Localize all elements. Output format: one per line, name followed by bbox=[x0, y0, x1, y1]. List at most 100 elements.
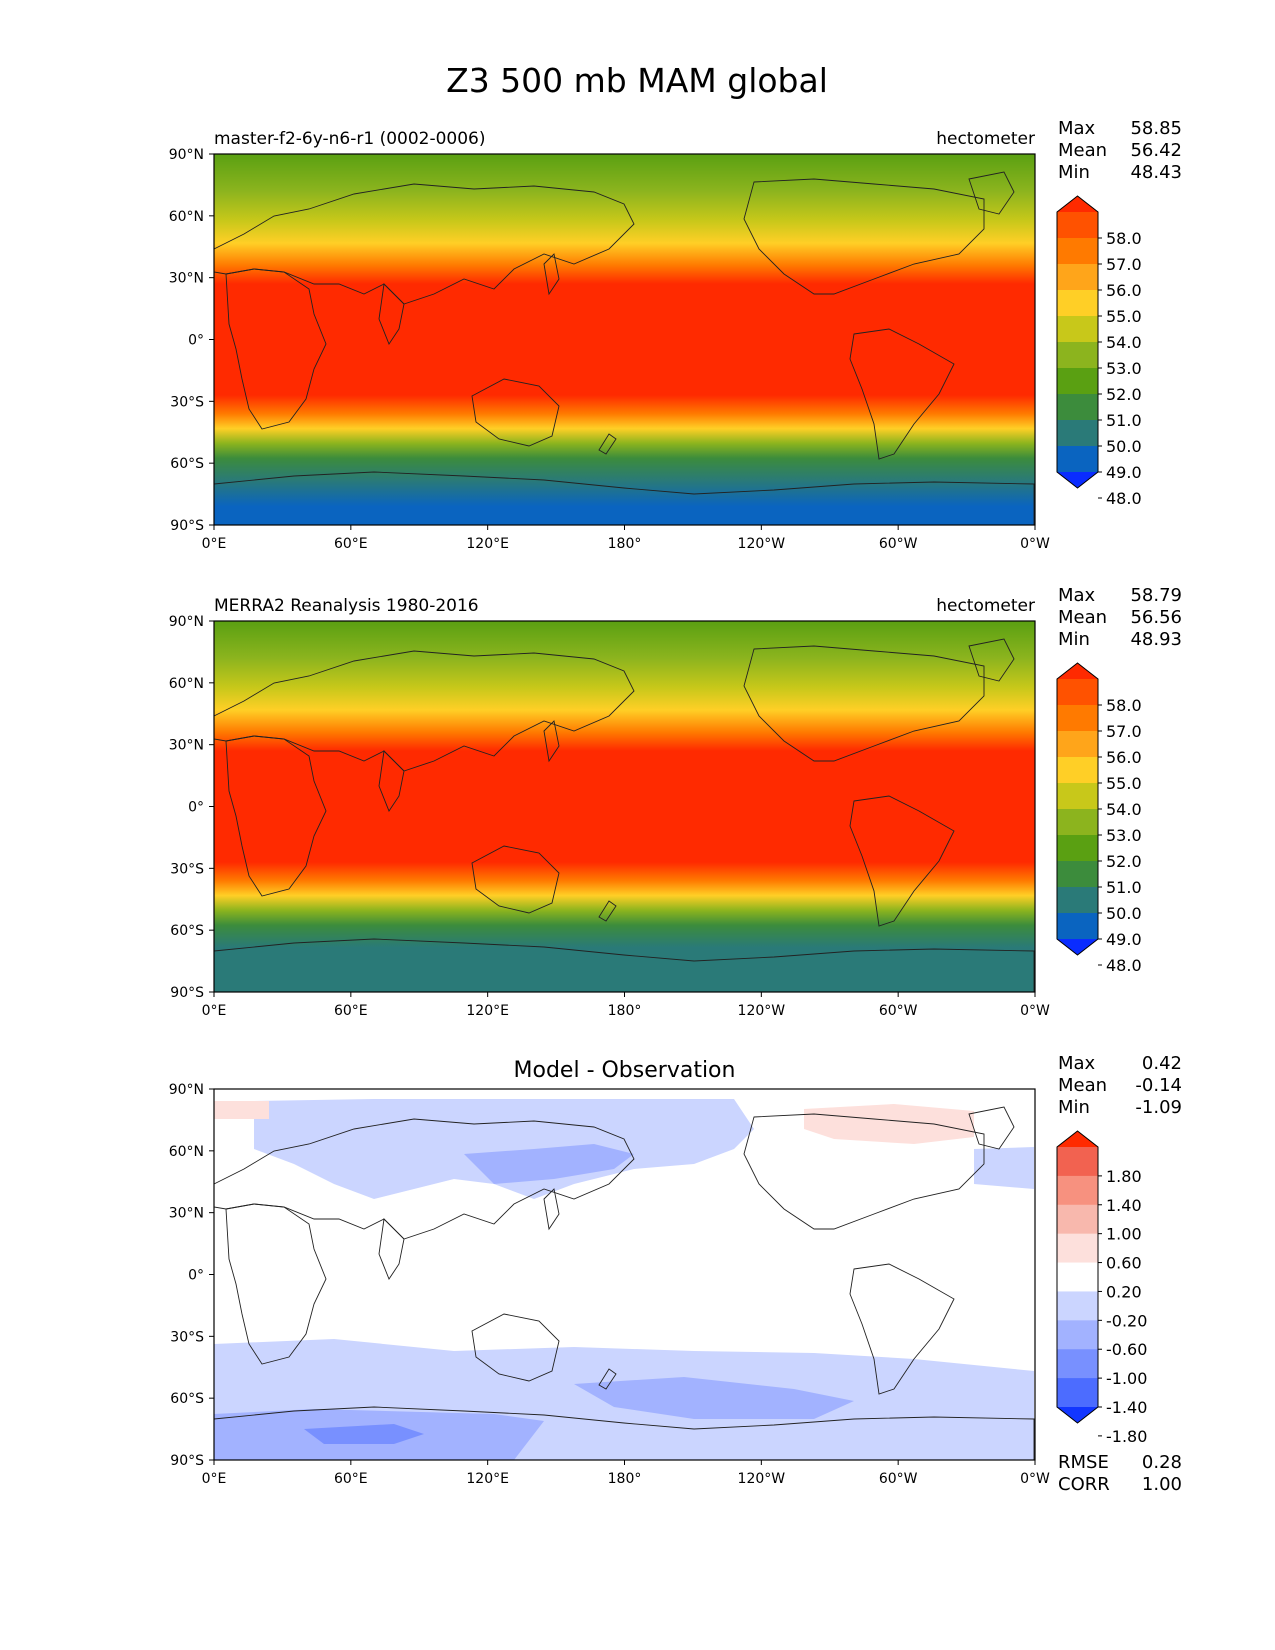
coastlines bbox=[213, 638, 1035, 993]
stat-value: 58.79 bbox=[1130, 585, 1182, 606]
lat-tick-label: 90°N bbox=[169, 147, 204, 163]
lon-tick-label: 60°W bbox=[879, 1003, 918, 1019]
coastline bbox=[213, 471, 1035, 526]
colorbar: 58.0 57.0 56.0 55.0 54.0 53.0 52.0 51.0 50.0 49.0… bbox=[1056, 195, 1142, 508]
stat-label: Mean bbox=[1058, 607, 1107, 628]
stat-value: 1.00 bbox=[1142, 1474, 1182, 1495]
lon-tick-label: 60°E bbox=[334, 1471, 368, 1487]
lat-tick-label: 60°N bbox=[169, 209, 204, 225]
colorbar-swatch bbox=[1057, 757, 1098, 784]
coastline bbox=[743, 1113, 985, 1230]
coastline bbox=[213, 938, 1035, 993]
colorbar-label: 49.0 bbox=[1106, 930, 1142, 949]
colorbar-label: 54.0 bbox=[1106, 333, 1142, 352]
colorbar-label: 53.0 bbox=[1106, 826, 1142, 845]
coastline bbox=[849, 1263, 955, 1395]
figure-title: Z3 500 mb MAM global bbox=[446, 61, 828, 100]
colorbar-label: 52.0 bbox=[1106, 852, 1142, 871]
colorbar-label: 1.40 bbox=[1106, 1196, 1142, 1215]
stat-label: Min bbox=[1058, 629, 1090, 650]
colorbar-swatch bbox=[1057, 420, 1098, 447]
colorbar-swatch bbox=[1057, 861, 1098, 888]
colorbar-label: 56.0 bbox=[1106, 281, 1142, 300]
lat-tick-label: 30°N bbox=[169, 1206, 204, 1222]
coastline bbox=[378, 283, 405, 345]
colorbar-extend-top bbox=[1057, 1131, 1098, 1147]
lon-tick-label: 120°E bbox=[466, 1003, 509, 1019]
coastline bbox=[471, 845, 560, 914]
panel-title: master-f2-6y-n6-r1 (0002-0006) bbox=[214, 129, 486, 149]
coastline bbox=[543, 1188, 560, 1231]
stat-value: 0.42 bbox=[1142, 1053, 1182, 1074]
coastlines bbox=[213, 171, 1035, 526]
colorbar-label: 58.0 bbox=[1106, 229, 1142, 248]
panel-units: hectometer bbox=[936, 596, 1035, 616]
colorbar-extend-bottom bbox=[1057, 939, 1098, 955]
lon-tick-label: 0°W bbox=[1020, 536, 1050, 552]
lon-tick-label: 60°E bbox=[334, 536, 368, 552]
coastline bbox=[213, 1406, 1035, 1461]
coastline bbox=[968, 638, 1015, 682]
coastline bbox=[543, 720, 560, 763]
lat-tick-label: 30°S bbox=[170, 1329, 204, 1345]
colorbar-swatch bbox=[1057, 1291, 1098, 1321]
colorbar-swatch bbox=[1057, 264, 1098, 291]
lon-tick-label: 0°E bbox=[202, 1471, 227, 1487]
map-field bbox=[214, 154, 1035, 525]
colorbar-swatch bbox=[1057, 913, 1098, 940]
lon-tick-label: 0°W bbox=[1020, 1471, 1050, 1487]
colorbar-extend-bottom bbox=[1057, 1407, 1098, 1423]
stat-value: -0.14 bbox=[1135, 1075, 1182, 1096]
colorbar-swatch bbox=[1057, 1349, 1098, 1379]
colorbar-label: 52.0 bbox=[1106, 385, 1142, 404]
anomaly-region bbox=[214, 1101, 269, 1119]
stat-label: RMSE bbox=[1058, 1452, 1109, 1473]
colorbar-swatch bbox=[1057, 368, 1098, 395]
colorbar-label: -1.80 bbox=[1106, 1427, 1147, 1446]
lat-tick-label: 60°S bbox=[170, 1391, 204, 1407]
coastlines bbox=[213, 1106, 1035, 1461]
colorbar-label: 58.0 bbox=[1106, 696, 1142, 715]
lat-tick-label: 90°S bbox=[170, 985, 204, 1001]
stat-label: Mean bbox=[1058, 140, 1107, 161]
colorbar-label: 50.0 bbox=[1106, 904, 1142, 923]
stat-label: Min bbox=[1058, 1097, 1090, 1118]
map-panel-1: 90°N 60°N 30°N 0° 30°S 60°S 90°S 0°E 60°E 120°E 18… bbox=[169, 118, 1182, 552]
colorbar-swatch bbox=[1057, 238, 1098, 265]
stat-value: 56.42 bbox=[1130, 140, 1182, 161]
colorbar-label: 1.80 bbox=[1106, 1167, 1142, 1186]
lon-tick-label: 60°E bbox=[334, 1003, 368, 1019]
lat-tick-label: 60°N bbox=[169, 676, 204, 692]
lon-tick-label: 0°W bbox=[1020, 1003, 1050, 1019]
coastline bbox=[743, 178, 985, 295]
colorbar-extend-bottom bbox=[1057, 472, 1098, 488]
stat-label: Mean bbox=[1058, 1075, 1107, 1096]
map-panels: 90°N 60°N 30°N 0° 30°S 60°S 90°S 0°E 60°E 120°E 18… bbox=[169, 118, 1182, 1495]
lon-tick-label: 0°E bbox=[202, 1003, 227, 1019]
lon-tick-label: 120°E bbox=[466, 1471, 509, 1487]
colorbar-extend-top bbox=[1057, 663, 1098, 679]
stat-label: Max bbox=[1058, 118, 1096, 139]
colorbar-label: 56.0 bbox=[1106, 748, 1142, 767]
colorbar-swatch bbox=[1057, 1378, 1098, 1408]
lat-tick-label: 90°N bbox=[169, 1082, 204, 1098]
colorbar: 1.80 1.40 1.00 0.60 0.20 -0.20 -0.60 -1.00 -1.40… bbox=[1056, 1130, 1147, 1446]
colorbar-label: 0.60 bbox=[1106, 1254, 1142, 1273]
coastline bbox=[213, 1118, 635, 1240]
lat-tick-label: 60°S bbox=[170, 456, 204, 472]
coastline bbox=[213, 650, 635, 772]
stat-value: 56.56 bbox=[1130, 607, 1182, 628]
colorbar-label: 54.0 bbox=[1106, 800, 1142, 819]
coastline bbox=[743, 645, 985, 762]
colorbar-swatch bbox=[1057, 1175, 1098, 1206]
coastline bbox=[378, 750, 405, 812]
colorbar-swatch bbox=[1057, 342, 1098, 369]
lat-tick-label: 90°S bbox=[170, 1453, 204, 1469]
lon-tick-label: 60°W bbox=[879, 1471, 918, 1487]
colorbar-label: 48.0 bbox=[1106, 956, 1142, 975]
colorbar-label: 51.0 bbox=[1106, 411, 1142, 430]
stat-value: -1.09 bbox=[1135, 1097, 1182, 1118]
coastline bbox=[471, 378, 560, 447]
colorbar-label: 48.0 bbox=[1106, 489, 1142, 508]
lon-tick-label: 120°W bbox=[738, 536, 786, 552]
